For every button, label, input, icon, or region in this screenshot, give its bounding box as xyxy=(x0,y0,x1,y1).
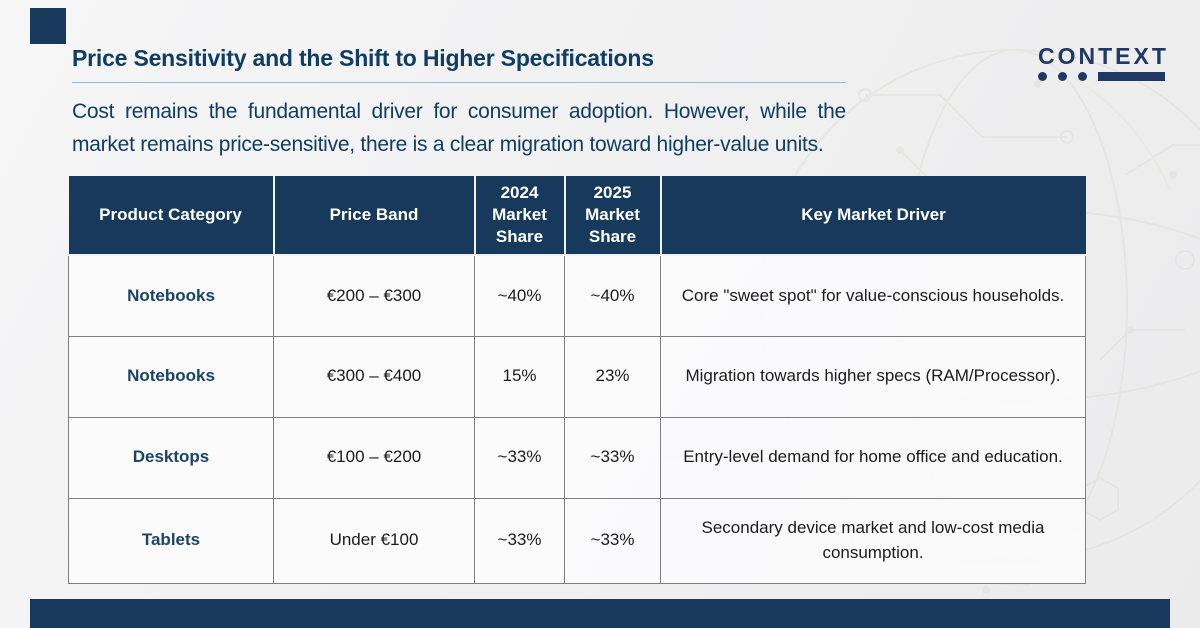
cell-product-category: Notebooks xyxy=(68,254,274,337)
cell-share-2024: 15% xyxy=(474,335,565,418)
market-share-table: Product Category Price Band 2024 Market … xyxy=(68,176,1086,584)
table-row: Tablets Under €100 ~33% ~33% Secondary d… xyxy=(68,497,1086,584)
subtitle-line-2: market remains price-sensitive, there is… xyxy=(72,132,824,156)
logo-underline-row xyxy=(1038,72,1165,81)
cell-product-category: Desktops xyxy=(68,416,274,499)
cell-product-category: Notebooks xyxy=(68,335,274,418)
cell-share-2024: ~33% xyxy=(474,416,565,499)
corner-accent-square xyxy=(30,8,66,44)
cell-price-band: €300 – €400 xyxy=(273,335,475,418)
table-header-row: Product Category Price Band 2024 Market … xyxy=(68,176,1086,257)
cell-share-2025: ~33% xyxy=(564,416,661,499)
slide-header: Price Sensitivity and the Shift to Highe… xyxy=(72,44,846,161)
bottom-accent-bar xyxy=(30,599,1170,628)
logo-dot-icon xyxy=(1038,72,1047,81)
cell-key-driver: Entry-level demand for home office and e… xyxy=(660,416,1086,499)
table-row: Desktops €100 – €200 ~33% ~33% Entry-lev… xyxy=(68,416,1086,499)
cell-product-category: Tablets xyxy=(68,497,274,584)
column-header-key-market-driver: Key Market Driver xyxy=(659,176,1086,257)
subtitle-line-1: Cost remains the fundamental driver for … xyxy=(72,99,846,123)
cell-share-2025: 23% xyxy=(564,335,661,418)
cell-price-band: €200 – €300 xyxy=(273,254,475,337)
cell-key-driver: Core "sweet spot" for value-conscious ho… xyxy=(660,254,1086,337)
table-row: Notebooks €300 – €400 15% 23% Migration … xyxy=(68,335,1086,418)
cell-price-band: Under €100 xyxy=(273,497,475,584)
logo-bar xyxy=(1098,72,1165,81)
column-header-2024-market-share: 2024 Market Share xyxy=(473,176,565,257)
cell-share-2024: ~40% xyxy=(474,254,565,337)
cell-share-2024: ~33% xyxy=(474,497,565,584)
cell-share-2025: ~33% xyxy=(564,497,661,584)
logo-dot-icon xyxy=(1058,72,1067,81)
page-title: Price Sensitivity and the Shift to Highe… xyxy=(72,44,846,83)
cell-price-band: €100 – €200 xyxy=(273,416,475,499)
column-header-product-category: Product Category xyxy=(68,176,274,257)
logo-dot-icon xyxy=(1078,72,1087,81)
subtitle: Cost remains the fundamental driver for … xyxy=(72,95,846,161)
column-header-price-band: Price Band xyxy=(272,176,475,257)
logo-wordmark: CONTEXT xyxy=(1038,43,1169,69)
cell-key-driver: Migration towards higher specs (RAM/Proc… xyxy=(660,335,1086,418)
context-logo: CONTEXT xyxy=(1038,43,1169,81)
cell-share-2025: ~40% xyxy=(564,254,661,337)
column-header-2025-market-share: 2025 Market Share xyxy=(563,176,661,257)
cell-key-driver: Secondary device market and low-cost med… xyxy=(660,497,1086,584)
table-row: Notebooks €200 – €300 ~40% ~40% Core "sw… xyxy=(68,254,1086,337)
